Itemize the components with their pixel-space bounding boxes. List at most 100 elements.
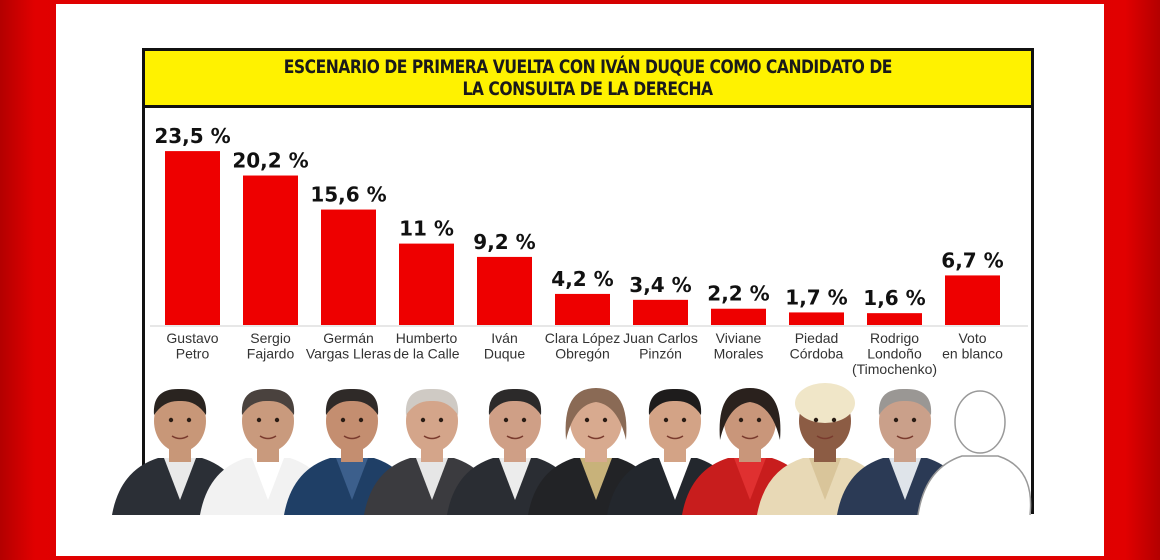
category-label-line: Voto — [958, 330, 986, 346]
mouth-shape — [423, 435, 441, 440]
category-label-7: Viviane Morales — [714, 330, 764, 362]
bar-8 — [789, 312, 844, 325]
eye-shape — [756, 417, 762, 423]
eye-shape — [340, 417, 346, 423]
category-label-line: Londoño — [867, 346, 922, 362]
category-label-8: Piedad Córdoba — [790, 330, 844, 362]
category-label-line: Pinzón — [639, 346, 682, 362]
face-shape — [242, 390, 294, 452]
eye-shape — [168, 417, 174, 423]
category-label-line: en blanco — [942, 346, 1003, 362]
bar-0 — [165, 151, 220, 325]
category-label-1: Sergio Fajardo — [247, 330, 295, 362]
eye-shape — [738, 417, 744, 423]
chart-title: ESCENARIO DE PRIMERA VUELTA CON IVÁN DUQ… — [145, 51, 1031, 108]
mouth-shape — [896, 435, 914, 440]
bar-3 — [399, 243, 454, 325]
face-shape — [489, 390, 541, 452]
bar-7 — [711, 308, 766, 325]
face-shape — [154, 390, 206, 452]
shirt-shape — [659, 458, 691, 500]
mouth-shape — [506, 435, 524, 440]
mouth-shape — [343, 435, 361, 440]
hair-shape — [153, 388, 207, 415]
hair-shape — [405, 388, 459, 415]
shirt-shape — [734, 458, 766, 500]
data-label-10: 6,7 % — [941, 248, 1003, 272]
bar-10 — [945, 275, 1000, 325]
category-label-0: Gustavo Petro — [166, 330, 218, 362]
category-label-line: Córdoba — [790, 346, 844, 362]
category-label-10: Voto en blanco — [942, 330, 1003, 362]
bar-9 — [867, 313, 922, 325]
hair-shape — [241, 388, 295, 415]
shirt-shape — [252, 458, 284, 500]
eye-shape — [438, 417, 444, 423]
category-label-line: Petro — [176, 346, 210, 362]
silhouette-head — [954, 390, 1006, 454]
mouth-shape — [259, 435, 277, 440]
eye-shape — [420, 417, 426, 423]
blank-vote-silhouette — [917, 390, 1032, 516]
category-label-line: Fajardo — [247, 346, 295, 362]
shirt-shape — [809, 458, 841, 500]
chart-frame — [142, 48, 1034, 514]
data-label-4: 9,2 % — [473, 230, 535, 254]
category-label-line: de la Calle — [393, 346, 459, 362]
mouth-shape — [587, 435, 605, 440]
category-label-9: Rodrigo Londoño (Timochenko) — [852, 330, 937, 377]
bar-6 — [633, 299, 688, 325]
hair-shape — [719, 388, 781, 440]
hair-shape — [565, 388, 627, 440]
bar-4 — [477, 256, 532, 325]
category-label-line: Gustavo — [166, 330, 218, 346]
category-label-line: Piedad — [795, 330, 839, 346]
eye-shape — [186, 417, 192, 423]
category-label-6: Juan Carlos Pinzón — [623, 330, 698, 362]
category-label-line: Humberto — [396, 330, 458, 346]
eye-shape — [584, 417, 590, 423]
data-label-5: 4,2 % — [551, 267, 613, 291]
mouth-shape — [816, 435, 834, 440]
category-label-line: Morales — [714, 346, 764, 362]
eye-shape — [911, 417, 917, 423]
mouth-shape — [171, 435, 189, 440]
silhouette-body — [917, 455, 1032, 516]
data-label-3: 11 % — [399, 217, 454, 241]
category-label-line: Obregón — [555, 346, 609, 362]
category-label-line: Clara López — [545, 330, 621, 346]
hair-shape — [648, 388, 702, 415]
category-label-line: Viviane — [716, 330, 762, 346]
title-line-2: LA CONSULTA DE LA DERECHA — [462, 78, 714, 100]
eye-shape — [358, 417, 364, 423]
bar-1 — [243, 175, 298, 325]
eye-shape — [831, 417, 837, 423]
category-label-line: Rodrigo — [870, 330, 919, 346]
bar-2 — [321, 209, 376, 325]
face-shape — [406, 390, 458, 452]
shirt-shape — [164, 458, 196, 500]
eye-shape — [681, 417, 687, 423]
title-line-1: ESCENARIO DE PRIMERA VUELTA CON IVÁN DUQ… — [283, 56, 893, 78]
data-label-2: 15,6 % — [310, 183, 386, 207]
eye-shape — [521, 417, 527, 423]
shirt-shape — [336, 458, 368, 500]
eye-shape — [663, 417, 669, 423]
category-label-line: Germán — [323, 330, 374, 346]
eye-shape — [813, 417, 819, 423]
face-shape — [879, 390, 931, 452]
category-label-line: Vargas Lleras — [306, 346, 391, 362]
category-label-line: Duque — [484, 346, 525, 362]
face-shape — [649, 390, 701, 452]
eye-shape — [274, 417, 280, 423]
category-label-line: Iván — [491, 330, 517, 346]
category-label-line: Sergio — [250, 330, 291, 346]
headwrap-shape — [795, 383, 855, 423]
category-label-3: Humberto de la Calle — [393, 330, 459, 362]
data-label-8: 1,7 % — [785, 285, 847, 309]
eye-shape — [503, 417, 509, 423]
data-label-1: 20,2 % — [232, 149, 308, 173]
data-label-6: 3,4 % — [629, 273, 691, 297]
